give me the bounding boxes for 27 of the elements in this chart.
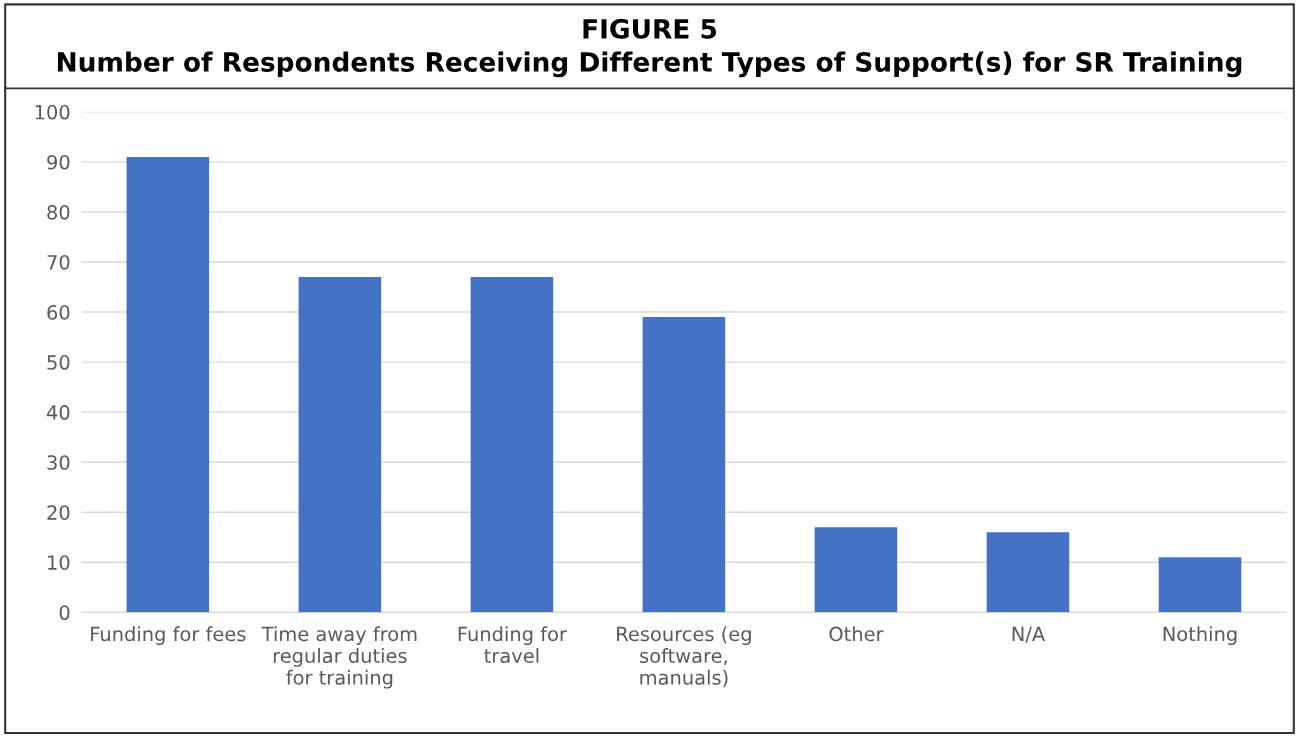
x-tick-label: Time away from regular duties for training [261,626,417,689]
bar [298,277,382,613]
y-tick-label: 10 [48,555,70,570]
y-tick-label: 80 [47,204,70,220]
y-tick-label: 0 [59,605,70,621]
chart-subtitle: Number of Respondents Receiving Different Types of Support(s) for SR Training [58,51,1242,78]
bar [1158,557,1242,613]
y-tick-label: 70 [47,254,70,270]
bar [126,156,210,613]
x-tick-label: Other [829,626,884,642]
bar [470,277,554,613]
y-tick-label: 90 [47,154,70,170]
bar [642,317,726,613]
x-tick-label: Resources (eg software, manuals) [617,626,751,688]
y-tick-label: 50 [47,355,70,370]
x-tick-label: Funding for travel [458,626,567,664]
y-tick-label: 60 [47,305,70,320]
bar [814,527,898,613]
bar [986,532,1070,613]
y-tick-label: 100 [35,104,70,120]
x-tick-label: Funding for fees [91,626,246,646]
chart-title: FIGURE 5 [583,18,717,39]
y-tick-label: 20 [47,505,70,520]
y-tick-label: 40 [46,405,70,420]
y-tick-label: 30 [47,455,70,470]
x-tick-label: N/A [1012,626,1046,643]
x-tick-label: Nothing [1163,626,1237,646]
